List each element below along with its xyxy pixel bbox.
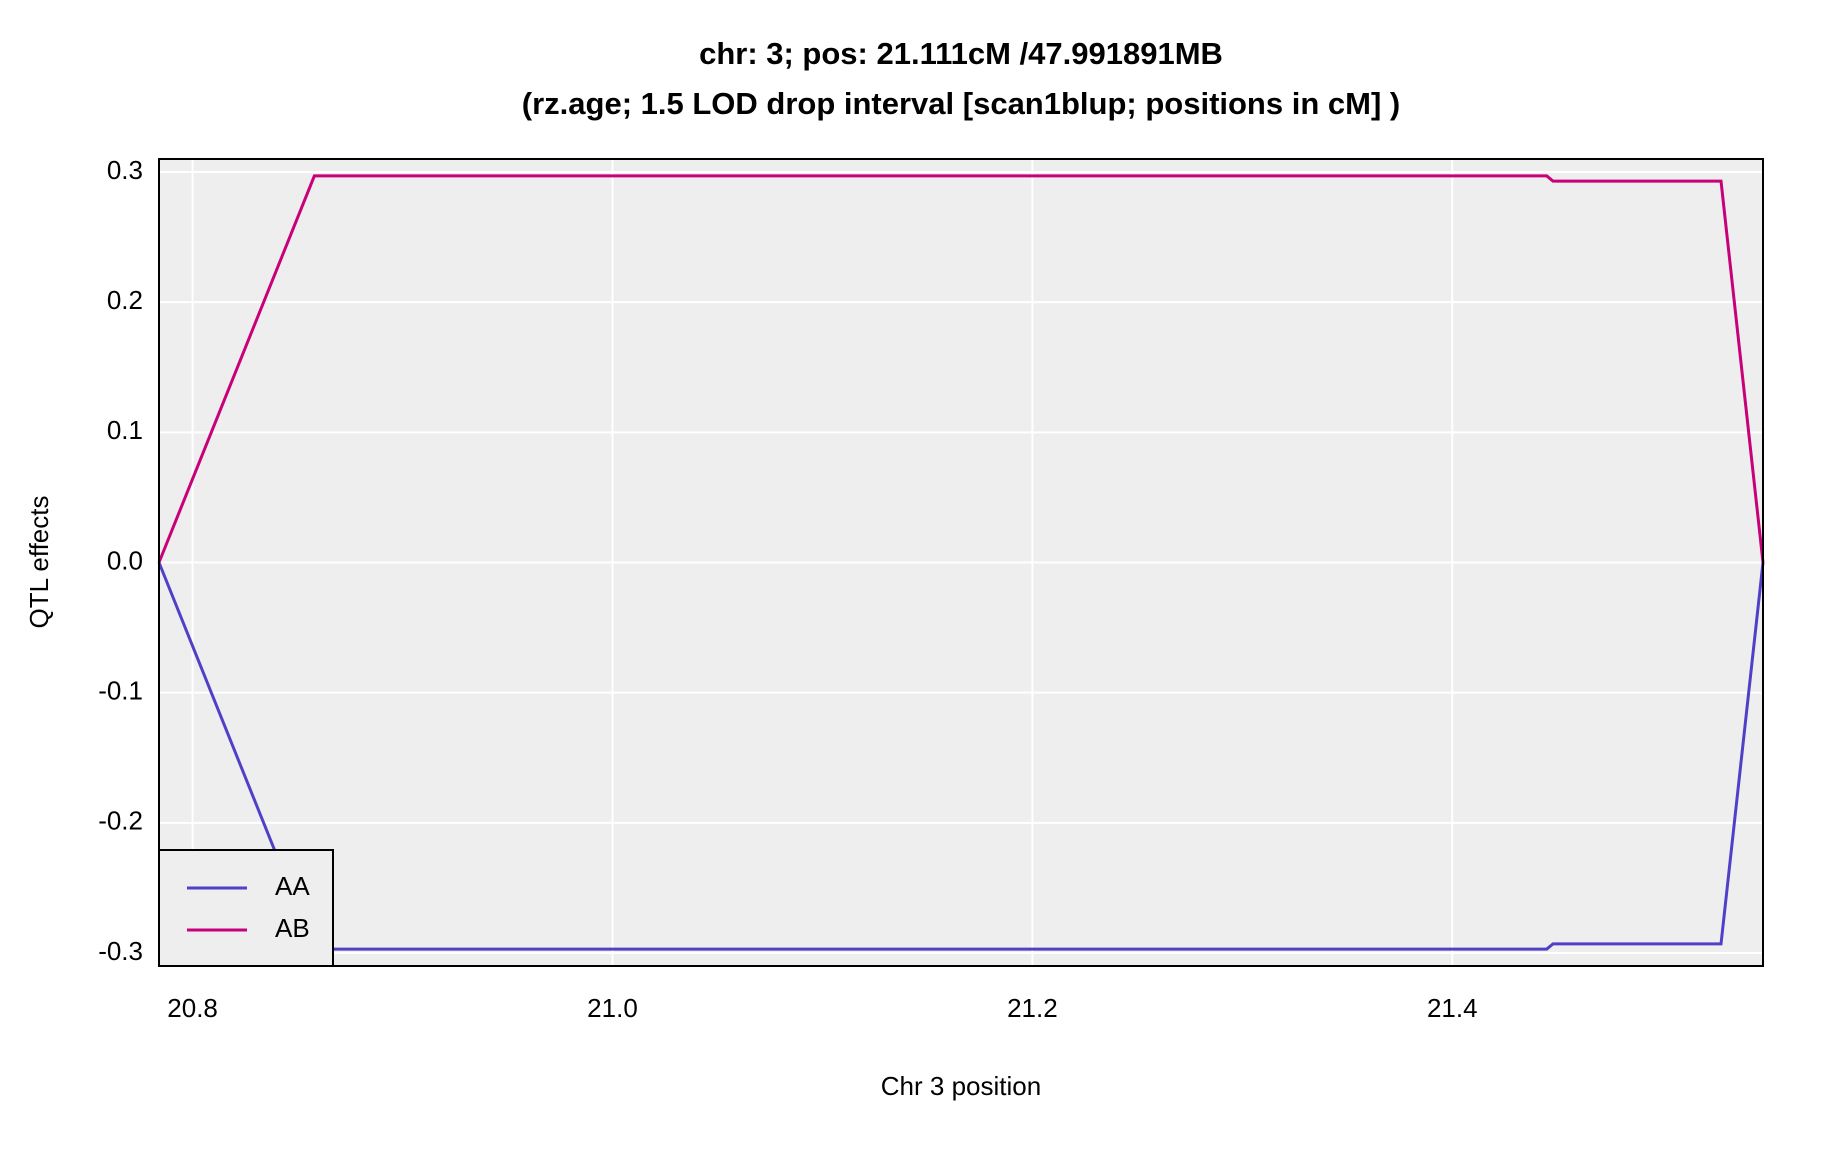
y-tick-label: 0.1 [107,415,143,445]
legend-box [158,849,334,967]
y-tick-label: 0.2 [107,285,143,315]
y-tick-label: -0.1 [98,676,143,706]
y-tick-label: -0.3 [98,936,143,966]
legend-label: AA [275,871,310,901]
y-tick-label: 0.0 [107,545,143,575]
chart-title: chr: 3; pos: 21.111cM /47.991891MB [699,36,1223,71]
plot-frame [158,158,1764,967]
x-tick-label: 21.2 [1007,993,1058,1023]
data-line [157,174,1765,564]
y-tick-label: 0.3 [107,155,143,185]
x-tick-label: 20.8 [167,993,218,1023]
legend-label: AB [275,913,310,943]
x-tick-label: 21.0 [587,993,638,1023]
x-axis-label: Chr 3 position [881,1071,1041,1101]
y-tick-label: -0.2 [98,806,143,836]
x-tick-label: 21.4 [1427,993,1478,1023]
y-axis-label: QTL effects [24,496,54,629]
chart-subtitle: (rz.age; 1.5 LOD drop interval [scan1blu… [522,86,1400,121]
